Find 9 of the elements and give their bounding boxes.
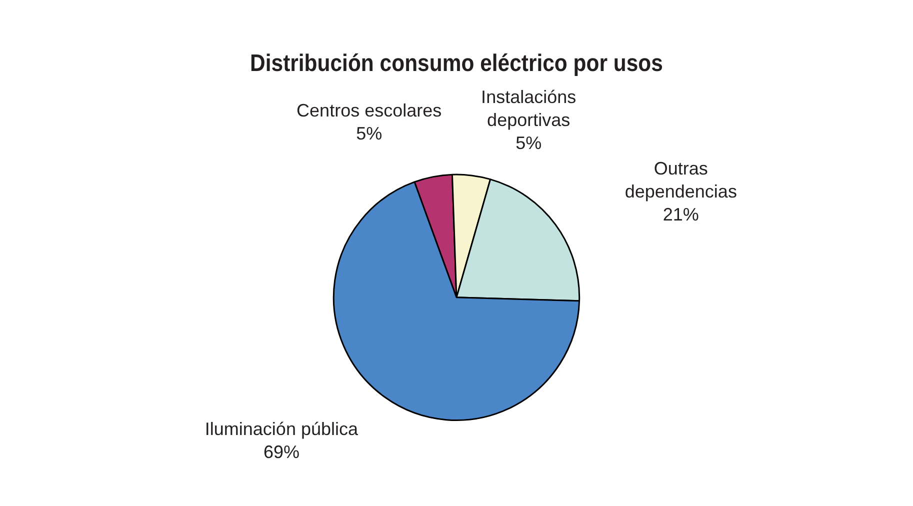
slice-label: Outras dependencias [624, 158, 737, 202]
data-label: 5% [516, 132, 542, 153]
chart-title: Distribución consumo eléctrico por usos [250, 48, 663, 76]
slice-label: Instalacións deportivas [481, 86, 576, 130]
slice-label: Iluminación pública [204, 419, 359, 440]
slice-label: Centros escolares [296, 100, 442, 120]
data-label: 5% [356, 123, 382, 144]
data-label: 69% [263, 442, 300, 462]
data-label: 21% [662, 204, 699, 224]
